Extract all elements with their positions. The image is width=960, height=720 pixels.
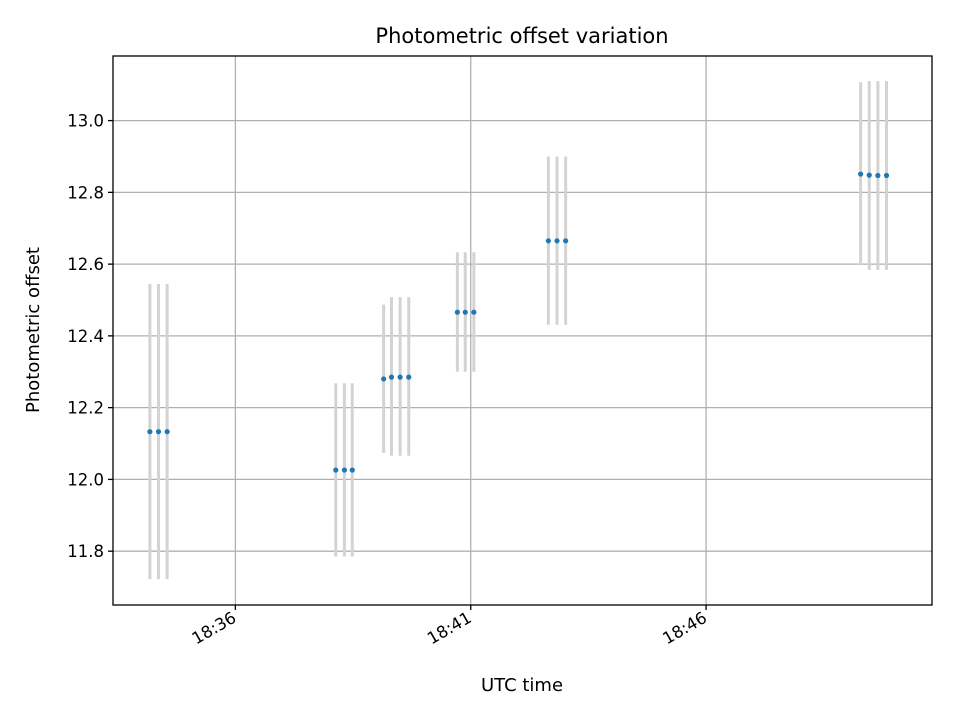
data-point [563, 238, 569, 244]
x-axis-label: UTC time [481, 675, 563, 696]
y-tick-label: 12.6 [67, 255, 104, 274]
chart-title: Photometric offset variation [375, 24, 668, 48]
data-point [471, 309, 477, 315]
data-point [883, 172, 890, 179]
data-point [545, 238, 551, 244]
data-point [462, 309, 468, 315]
data-point [349, 467, 355, 473]
data-point [341, 467, 348, 473]
data-point [164, 429, 170, 435]
y-tick-label: 12.2 [67, 399, 104, 418]
y-tick-label: 12.0 [67, 470, 104, 489]
data-point [554, 238, 560, 244]
data-point [388, 374, 395, 380]
y-tick-label: 12.4 [67, 327, 104, 346]
data-point [147, 429, 153, 435]
y-axis-label: Photometric offset [23, 247, 44, 413]
y-tick-label: 13.0 [67, 112, 104, 131]
data-point [454, 309, 460, 315]
grid [113, 56, 932, 605]
data-point [875, 172, 881, 179]
data-point [155, 429, 162, 435]
y-tick-label: 12.8 [67, 183, 104, 202]
data-point [866, 172, 872, 178]
data-point [333, 467, 339, 473]
y-tick-label: 11.8 [67, 542, 104, 561]
data-point [406, 374, 412, 380]
data-points [147, 171, 890, 473]
data-point [858, 171, 864, 177]
data-point [381, 376, 387, 382]
plot-frame [112, 55, 933, 606]
data-point [397, 374, 403, 380]
